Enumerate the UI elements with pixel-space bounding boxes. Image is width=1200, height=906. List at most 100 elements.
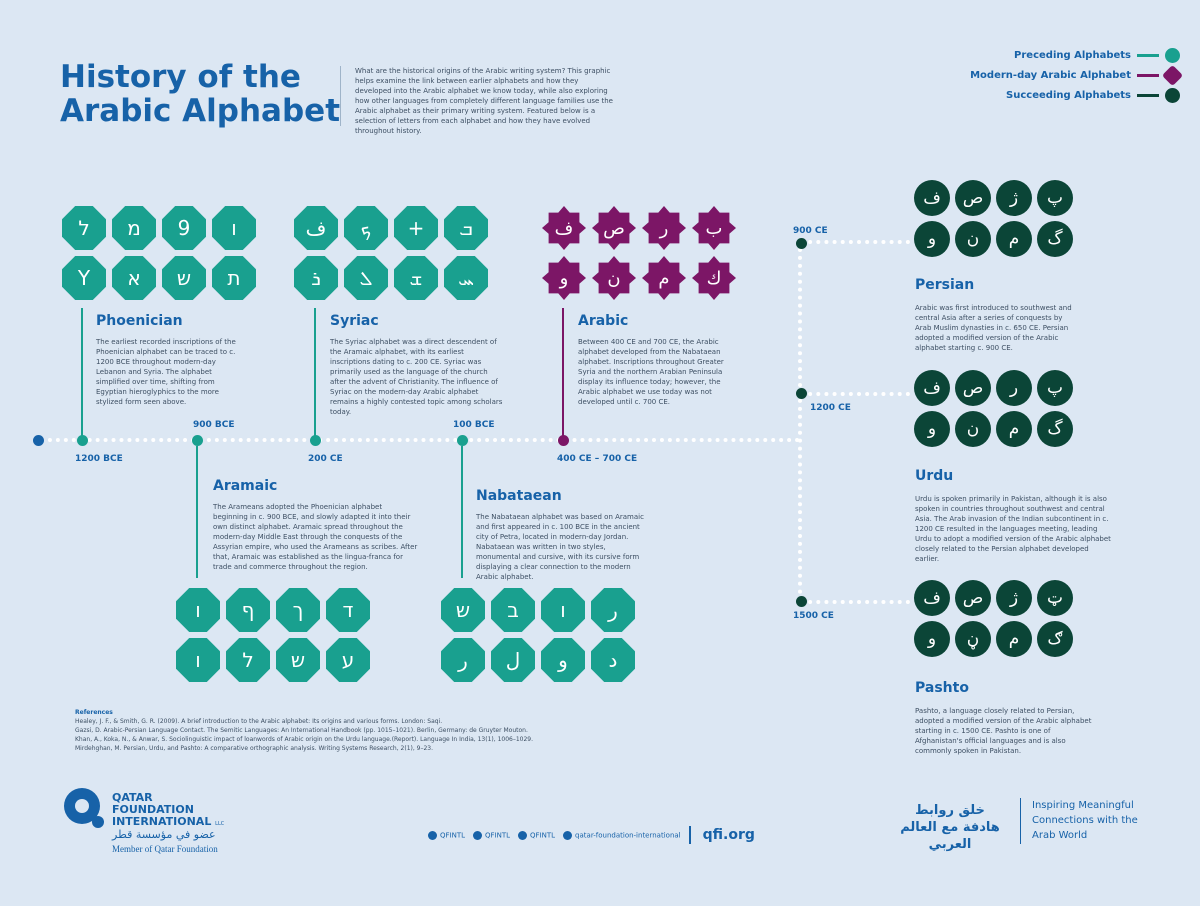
letter-tile: ن — [955, 411, 991, 447]
reference-item: Healey, J. F., & Smith, G. R. (2009). A … — [75, 718, 443, 725]
letter-tile: ژ — [996, 180, 1032, 216]
legend-label: Preceding Alphabets — [1014, 50, 1131, 61]
letter-tile: ע — [326, 638, 370, 682]
date-label: 200 CE — [308, 454, 343, 464]
instagram-link[interactable]: QFINTL — [518, 830, 556, 840]
section-heading: Nabataean — [476, 488, 562, 504]
legend-succeeding: Succeeding Alphabets — [1006, 88, 1180, 103]
twitter-icon — [473, 830, 483, 840]
syriac-letters: ف ܟ + ܒ ܪ ܠ ܫ ܚ — [294, 206, 488, 300]
letter-tile: ܠ — [344, 256, 388, 300]
letter-tile: و — [542, 256, 586, 300]
pashto-letters: ف ص ژ ټ و ڼ م ګ — [914, 580, 1073, 657]
date-label: 400 CE – 700 CE — [557, 454, 638, 464]
date-label: 100 BCE — [453, 420, 495, 430]
letter-tile: ر — [642, 206, 686, 250]
arabic-letters: ف ص ر ب و ن م ك — [542, 206, 736, 300]
section-text: The Nabataean alphabet was based on Aram… — [476, 513, 644, 581]
section-heading: Syriac — [330, 313, 379, 329]
connector-phoenician — [81, 308, 83, 436]
letter-tile: ת — [212, 256, 256, 300]
title-divider — [340, 66, 341, 126]
letter-tile: م — [996, 221, 1032, 257]
letter-tile: گ — [1037, 221, 1073, 257]
section-text: Arabic was first introduced to southwest… — [915, 304, 1072, 352]
node-phoenician — [77, 435, 88, 446]
linkedin-link[interactable]: qatar-foundation-international — [563, 830, 681, 840]
timeline-branch — [798, 240, 802, 602]
letter-tile: 9 — [162, 206, 206, 250]
letter-tile: ن — [955, 221, 991, 257]
connector-arabic — [562, 308, 564, 436]
letter-tile: ر — [441, 638, 485, 682]
letter-tile: ص — [955, 370, 991, 406]
letter-tile: ו — [176, 588, 220, 632]
node-syriac — [310, 435, 321, 446]
letter-tile: ك — [692, 256, 736, 300]
facebook-link[interactable]: QFINTL — [428, 830, 466, 840]
section-text: The Arameans adopted the Phoenician alph… — [213, 503, 418, 571]
node-arabic — [558, 435, 569, 446]
letter-tile: ف — [914, 180, 950, 216]
section-text: Between 400 CE and 700 CE, the Arabic al… — [578, 338, 724, 406]
legend-modern: Modern-day Arabic Alphabet — [970, 64, 1184, 87]
letter-tile: ש — [441, 588, 485, 632]
date-label: 900 CE — [793, 226, 828, 236]
letter-tile: ڼ — [955, 621, 991, 657]
letter-tile: و — [541, 638, 585, 682]
persian-section: Persian Arabic was first introduced to s… — [915, 277, 1080, 353]
linkedin-icon — [563, 830, 573, 840]
branch-persian — [800, 240, 910, 244]
node-urdu — [796, 388, 807, 399]
legend-preceding: Preceding Alphabets — [1014, 48, 1180, 63]
phoenician-section: Phoenician The earliest recorded inscrip… — [96, 313, 246, 407]
section-heading: Urdu — [915, 468, 954, 484]
letter-tile: ו — [541, 588, 585, 632]
letter-tile: ب — [692, 206, 736, 250]
legend-line — [1137, 74, 1159, 77]
social-handle: QFINTL — [440, 831, 466, 839]
legend-line — [1137, 94, 1159, 97]
octagon-icon — [1165, 48, 1180, 63]
qfi-logo-icon — [64, 788, 104, 828]
letter-tile: گ — [1037, 411, 1073, 447]
section-text: Pashto, a language closely related to Pe… — [915, 707, 1092, 755]
intro-text: What are the historical origins of the A… — [355, 67, 613, 135]
letter-tile: ټ — [1037, 580, 1073, 616]
aramaic-section: Aramaic The Arameans adopted the Phoenic… — [213, 478, 418, 572]
date-label: 1200 CE — [810, 403, 851, 413]
node-nabataean — [457, 435, 468, 446]
letter-tile: ך — [276, 588, 320, 632]
timeline-start — [33, 435, 44, 446]
site-link[interactable]: qfi.org — [702, 827, 755, 843]
social-handle: qatar-foundation-international — [575, 831, 681, 839]
social-handle: QFINTL — [530, 831, 556, 839]
org-name-text: QATAR FOUNDATION INTERNATIONAL — [112, 791, 212, 828]
letter-tile: ܚ — [444, 256, 488, 300]
section-text: The earliest recorded inscriptions of th… — [96, 338, 236, 406]
letter-tile: מ — [112, 206, 156, 250]
date-label: 900 BCE — [193, 420, 235, 430]
letter-tile: و — [914, 221, 950, 257]
date-label: 1500 CE — [793, 611, 834, 621]
references-heading: References — [75, 709, 113, 716]
aramaic-letters: ו ף ך ד ו ל ש ע — [176, 588, 370, 682]
branch-pashto — [800, 600, 910, 604]
syriac-section: Syriac The Syriac alphabet was a direct … — [330, 313, 505, 417]
letter-tile: ש — [276, 638, 320, 682]
org-name: QATAR FOUNDATION INTERNATIONAL LLC — [112, 792, 232, 830]
letter-tile: پ — [1037, 370, 1073, 406]
references: References Healey, J. F., & Smith, G. R.… — [75, 708, 595, 753]
nabataean-letters: ש ב ו ر ر ل و د — [441, 588, 635, 682]
letter-tile: پ — [1037, 180, 1073, 216]
legend-line — [1137, 54, 1159, 57]
timeline-line — [40, 438, 800, 442]
twitter-link[interactable]: QFINTL — [473, 830, 510, 840]
letter-tile: ص — [955, 580, 991, 616]
section-text: Urdu is spoken primarily in Pakistan, al… — [915, 495, 1111, 563]
urdu-section: Urdu Urdu is spoken primarily in Pakista… — [915, 468, 1115, 564]
arabic-section: Arabic Between 400 CE and 700 CE, the Ar… — [578, 313, 728, 407]
tagline-divider — [1020, 798, 1021, 844]
letter-tile: ص — [955, 180, 991, 216]
connector-aramaic — [196, 446, 198, 578]
